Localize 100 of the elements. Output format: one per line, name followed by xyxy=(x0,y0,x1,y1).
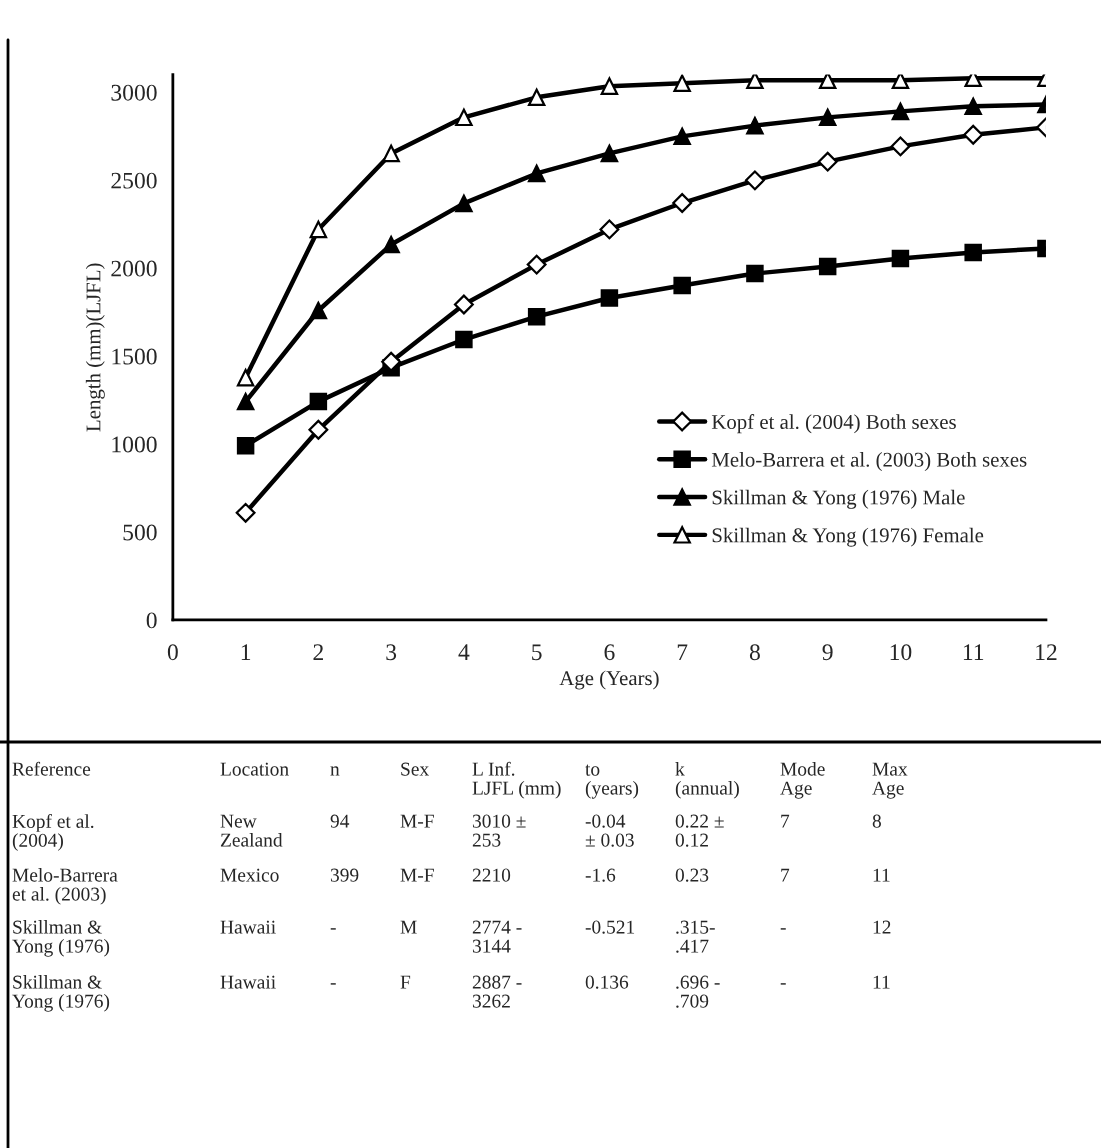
y-tick-label: 1000 xyxy=(112,436,157,453)
point xyxy=(600,77,619,95)
point xyxy=(308,419,329,440)
point xyxy=(453,294,474,315)
point xyxy=(891,74,910,89)
text: - xyxy=(330,928,336,930)
point xyxy=(817,151,838,172)
y-tick-label: 0 xyxy=(146,612,157,629)
text: Hawaii xyxy=(220,975,276,989)
text: 2210 xyxy=(472,868,511,882)
text: Hawaii xyxy=(220,920,276,934)
point xyxy=(600,144,619,163)
point xyxy=(744,170,765,191)
x-tick-label: 9 xyxy=(822,644,833,661)
text: 8 xyxy=(872,814,881,828)
text: .315- .417 xyxy=(676,920,715,953)
point xyxy=(236,392,255,411)
point xyxy=(818,74,837,89)
text: F xyxy=(400,975,411,989)
y-tick-label: 2000 xyxy=(111,260,157,277)
point xyxy=(746,116,764,135)
x-tick-label: 7 xyxy=(677,644,688,660)
point xyxy=(818,108,837,127)
x-tick-label: 2 xyxy=(313,644,323,660)
point xyxy=(600,289,619,307)
x-tick-label: 11 xyxy=(963,644,984,660)
text: 3010 ± 253 xyxy=(472,814,526,847)
legend-label: Melo-Barrera et al. (2003) Both sexes xyxy=(711,452,1027,471)
text: 399 xyxy=(330,868,359,882)
point xyxy=(455,194,473,213)
point xyxy=(964,243,982,262)
y-axis-title: Length (mm)(LJFL) xyxy=(85,263,105,432)
text: 94 xyxy=(330,814,350,828)
text: 2774 - 3144 xyxy=(472,920,522,953)
text: -1.6 xyxy=(585,868,616,882)
x-tick-label: 4 xyxy=(458,644,470,660)
x-tick-label: 10 xyxy=(890,644,912,661)
legend-label: Skillman & Yong (1976) Female xyxy=(712,527,984,547)
text: New Zealand xyxy=(220,814,283,847)
y-tick-label: 1500 xyxy=(112,348,157,365)
point xyxy=(235,502,256,523)
text: Kopf et al. (2004) xyxy=(12,814,94,851)
point xyxy=(964,97,982,116)
text: to (years) xyxy=(585,764,639,799)
text: - xyxy=(780,983,786,985)
text: Max Age xyxy=(872,762,908,799)
text: 0.23 xyxy=(675,868,709,882)
point xyxy=(309,392,328,411)
text: -0.521 xyxy=(585,920,635,934)
point xyxy=(673,276,691,295)
y-tick-label: 3000 xyxy=(111,84,157,101)
text: Melo-Barrera et al. (2003) xyxy=(12,868,118,905)
text: Mode Age xyxy=(780,762,825,799)
text: Location xyxy=(220,762,289,776)
point xyxy=(381,351,402,372)
point xyxy=(673,74,691,92)
text: Sex xyxy=(401,762,429,776)
point xyxy=(527,88,546,107)
x-tick-label: 3 xyxy=(386,644,397,661)
point xyxy=(599,219,620,240)
text: 12 xyxy=(873,920,891,934)
text: Mexico xyxy=(220,868,279,882)
text: - xyxy=(780,928,786,930)
text: .696 - .709 xyxy=(676,975,720,1008)
legend-label: Skillman & Yong (1976) Male xyxy=(712,489,965,509)
x-tick-label: 12 xyxy=(1036,644,1057,660)
point xyxy=(527,307,546,326)
text: -0.04 ± 0.03 xyxy=(585,814,634,847)
text: 7 xyxy=(781,868,790,882)
text: M-F xyxy=(400,814,434,828)
x-tick-label: 6 xyxy=(604,644,615,661)
text: M-F xyxy=(400,868,434,882)
x-axis-title: Age (Years) xyxy=(559,670,659,690)
text: 7 xyxy=(781,814,790,828)
x-tick-label: 5 xyxy=(532,644,542,661)
legend-label: Kopf et al. (2004) Both sexes xyxy=(711,414,956,434)
point xyxy=(236,368,255,387)
y-tick-label: 2500 xyxy=(111,172,157,189)
point xyxy=(455,108,473,127)
point xyxy=(309,301,328,320)
point xyxy=(382,144,400,163)
point xyxy=(746,74,764,89)
text: - xyxy=(330,983,336,985)
point xyxy=(527,164,546,183)
point xyxy=(890,136,911,157)
x-tick-label: 0 xyxy=(167,644,178,661)
point xyxy=(746,264,764,283)
text: n xyxy=(330,766,340,776)
point xyxy=(818,257,837,276)
point xyxy=(309,220,328,239)
point xyxy=(455,330,473,349)
text: 2887 - 3262 xyxy=(472,975,522,1008)
text: Skillman & Yong (1976) xyxy=(12,920,110,957)
text: M xyxy=(400,920,417,934)
x-tick-label: 8 xyxy=(749,644,760,661)
text: 0.136 xyxy=(585,975,629,989)
point xyxy=(236,437,255,455)
x-tick-label: 1 xyxy=(241,644,251,660)
point xyxy=(673,127,691,146)
point xyxy=(891,249,910,268)
